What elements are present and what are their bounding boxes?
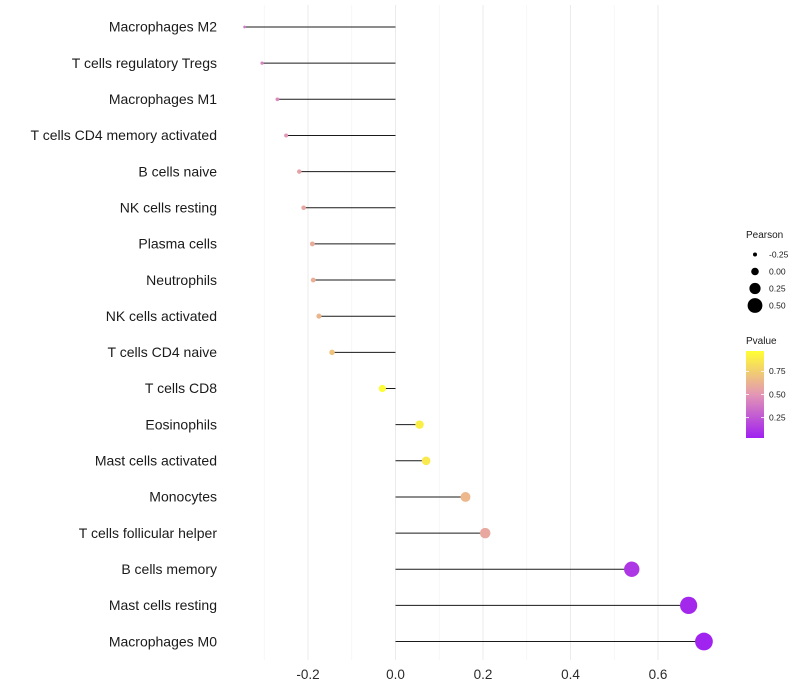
category-label: T cells CD4 memory activated [31, 127, 217, 143]
x-tick-label: -0.2 [296, 667, 319, 682]
category-label: B cells memory [121, 561, 217, 577]
pvalue-colorbar [746, 351, 764, 438]
category-label: Mast cells activated [95, 453, 217, 469]
category-label: T cells regulatory Tregs [72, 55, 217, 71]
lollipop-point [297, 169, 302, 174]
pvalue-color-legend: Pvalue 0.75 0.50 0.25 [746, 336, 786, 438]
lollipop-point [284, 133, 289, 138]
lollipop-point [460, 491, 471, 502]
category-labels: Macrophages M2 T cells regulatory Tregs Ma… [31, 19, 218, 650]
x-tick-label: 0.0 [386, 667, 405, 682]
lollipop-points [243, 25, 713, 651]
x-axis-ticks: -0.2 0.0 0.2 0.4 0.6 [296, 667, 667, 682]
lollipop-point [309, 241, 315, 247]
category-label: Macrophages M1 [109, 91, 217, 107]
lollipop-point [301, 205, 306, 211]
pearson-legend-label: 0.50 [769, 300, 786, 310]
lollipop-point [624, 561, 640, 577]
lollipop-point [415, 420, 424, 429]
lollipop-point [421, 456, 431, 466]
pvalue-legend-label: 0.25 [769, 412, 786, 422]
pearson-size-legend: Pearson -0.25 0.00 0.25 0.50 [746, 230, 789, 313]
category-label: B cells naive [138, 163, 217, 179]
category-label: NK cells activated [106, 308, 217, 324]
pearson-legend-key [747, 298, 763, 313]
category-label: T cells CD8 [145, 380, 217, 396]
pearson-legend-label: -0.25 [769, 249, 789, 259]
lollipop-point [378, 384, 386, 393]
category-label: Plasma cells [138, 236, 217, 252]
pearson-legend-key [753, 252, 757, 257]
x-tick-label: 0.6 [649, 667, 668, 682]
pearson-legend-title: Pearson [746, 230, 783, 241]
category-label: Mast cells resting [109, 597, 217, 613]
grid-lines [263, 5, 659, 660]
category-label: Macrophages M2 [109, 19, 217, 35]
category-label: Monocytes [149, 489, 217, 505]
category-label: NK cells resting [120, 199, 217, 215]
x-tick-label: 0.4 [561, 667, 580, 682]
pearson-legend-key [749, 282, 761, 295]
category-label: T cells follicular helper [79, 525, 218, 541]
lollipop-stems [244, 26, 704, 643]
lollipop-point [275, 97, 280, 102]
lollipop-point [260, 61, 264, 65]
lollipop-point [695, 632, 713, 651]
category-label: Eosinophils [145, 416, 217, 432]
pearson-legend-key [751, 267, 759, 276]
lollipop-point [680, 596, 698, 615]
pearson-legend-label: 0.25 [769, 283, 786, 293]
lollipop-point [329, 349, 335, 356]
pvalue-legend-label: 0.50 [769, 389, 786, 399]
category-label: Macrophages M0 [109, 633, 217, 649]
x-tick-label: 0.2 [474, 667, 493, 682]
pvalue-legend-label: 0.75 [769, 366, 786, 376]
category-label: T cells CD4 naive [108, 344, 218, 360]
lollipop-point [316, 313, 322, 319]
lollipop-point [310, 277, 316, 283]
lollipop-point [479, 527, 491, 539]
lollipop-point [243, 25, 246, 29]
pvalue-legend-title: Pvalue [746, 336, 777, 347]
category-label: Neutrophils [146, 272, 217, 288]
pearson-legend-label: 0.00 [769, 266, 786, 276]
